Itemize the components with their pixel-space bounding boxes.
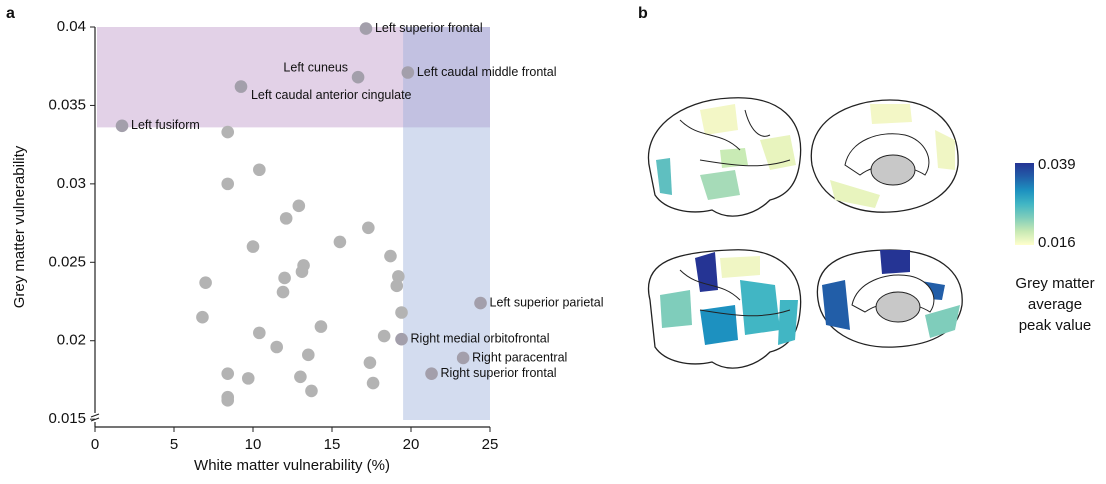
y-tick-label: 0.03 [57,175,86,192]
colorbar-label: Grey matter [1015,275,1094,292]
point [360,22,373,35]
point [270,341,283,354]
point [235,80,248,93]
point [294,371,307,384]
point [425,367,438,380]
brain-maps [648,98,962,368]
y-tick-label: 0.04 [57,18,86,35]
x-tick-label: 20 [403,436,420,453]
x-tick-label: 25 [482,436,499,453]
point-label: Left cuneus [283,60,348,74]
point-label: Right superior frontal [441,366,557,380]
point [277,286,290,299]
point [221,394,234,407]
thalamus [876,292,920,322]
point [221,126,234,139]
point-label: Left superior frontal [375,21,483,35]
point [253,163,266,176]
x-tick-label: 10 [245,436,262,453]
colorbar [1015,163,1034,245]
point [305,385,318,398]
point [352,71,365,84]
x-axis-title: White matter vulnerability (%) [194,457,390,474]
x-tick-label: 15 [324,436,341,453]
point [199,276,212,289]
point-label: Left fusiform [131,118,200,132]
brain-region [660,290,692,328]
point [280,212,293,225]
brain-region [880,250,910,274]
y-tick-label: 0.02 [57,332,86,349]
colorbar-label: peak value [1019,317,1092,334]
point [390,280,403,293]
x-tick-label: 0 [91,436,99,453]
figure: a b White matter vulnerability (%) Grey … [0,0,1106,484]
brain-region [778,300,798,345]
colorbar-tick-label: 0.016 [1038,234,1076,251]
point-label: Right paracentral [472,350,567,364]
point [402,66,415,79]
point [293,200,306,213]
brain-region [740,280,780,335]
point [334,236,347,249]
point [302,349,315,362]
y-tick-label: 0.015 [48,410,86,427]
y-axis-title: Grey matter vulnerability [11,145,28,308]
thalamus [871,155,915,185]
point [242,372,255,385]
point [384,250,397,263]
point [296,265,309,278]
point [315,320,328,333]
point [364,356,377,369]
point-label: Left caudal anterior cingulate [251,88,412,102]
colorbar-tick-label: 0.039 [1038,156,1076,173]
point [247,240,260,253]
point [196,311,209,324]
point-label: Left superior parietal [490,295,604,309]
brain-region [870,104,912,124]
point [395,306,408,319]
point [221,178,234,191]
point [221,367,234,380]
point [278,272,291,285]
x-tick-label: 5 [170,436,178,453]
point [253,327,266,340]
panel-label: b [638,5,648,22]
point [362,221,375,234]
point [367,377,380,390]
point-label: Right medial orbitofrontal [411,331,550,345]
panel-label: a [6,5,15,22]
point [457,352,470,365]
point [395,333,408,346]
point [378,330,391,343]
point-label: Left caudal middle frontal [417,65,557,79]
point [116,120,129,133]
y-tick-label: 0.035 [48,96,86,113]
brain-region [720,256,760,278]
y-tick-label: 0.025 [48,253,86,270]
point [474,297,487,310]
colorbar-label: average [1028,296,1082,313]
